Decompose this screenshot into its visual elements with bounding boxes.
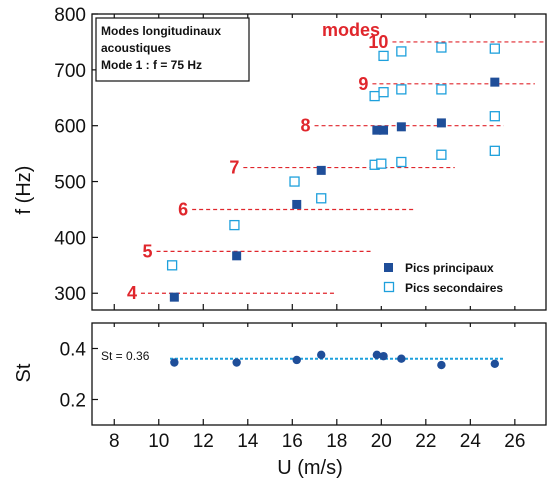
primary-peak-point	[490, 77, 500, 87]
x-tick-label: 24	[460, 431, 482, 452]
x-tick-label: 8	[109, 431, 120, 452]
top-y-tick-label: 600	[54, 117, 86, 138]
mode-label: 7	[229, 158, 239, 178]
annotation-line-1: Modes longitudinaux	[101, 24, 221, 38]
primary-peak-point	[169, 292, 179, 302]
mode-label: 10	[368, 32, 388, 52]
x-axis-title: U (m/s)	[277, 457, 343, 479]
bottom-panel-points	[170, 350, 504, 370]
secondary-peak-point	[489, 43, 500, 54]
secondary-peak-point	[489, 111, 500, 122]
mode-label: 9	[358, 74, 368, 94]
secondary-peak-point	[289, 176, 300, 187]
bottom-panel-frame	[91, 322, 547, 426]
st-point	[292, 355, 301, 365]
secondary-peak-point	[396, 156, 407, 168]
secondary-peak-point	[378, 87, 389, 98]
secondary-peak-point	[489, 145, 500, 156]
x-tick-label: 16	[282, 431, 303, 452]
legend: Pics principaux Pics secondaires	[376, 256, 545, 306]
st-point	[372, 350, 382, 360]
top-y-tick-label: 300	[54, 284, 86, 305]
legend-label-primary: Pics principaux	[405, 261, 494, 275]
primary-peak-point	[436, 118, 446, 128]
top-panel-frame	[91, 13, 547, 311]
legend-label-secondary: Pics secondaires	[405, 281, 503, 295]
legend-marker-primary	[384, 263, 393, 272]
x-tick-label: 26	[504, 431, 525, 452]
secondary-peak-point	[316, 193, 327, 204]
legend-marker-secondary	[383, 281, 395, 293]
bottom-y-tick-label: 0.4	[60, 340, 87, 361]
annotation-frame	[95, 17, 250, 82]
x-tick-label: 10	[148, 431, 169, 452]
modes-title: modes	[322, 20, 380, 40]
annotation-box: Modes longitudinaux acoustiques Mode 1 :…	[95, 17, 250, 82]
primary-peak-point	[316, 165, 326, 175]
secondary-peak-point	[166, 260, 178, 271]
secondary-peak-point	[396, 84, 407, 95]
mode-label: 4	[127, 283, 137, 303]
st-point	[490, 359, 500, 368]
top-y-tick-label: 700	[54, 61, 86, 82]
top-panel-points	[166, 42, 500, 302]
legend-background	[376, 256, 545, 306]
primary-peak-point	[372, 125, 382, 135]
x-tick-label: 12	[193, 431, 214, 452]
st-point	[379, 351, 388, 361]
secondary-peak-point	[369, 90, 380, 102]
secondary-peak-point	[396, 46, 407, 57]
mode-label: 5	[143, 241, 153, 261]
st-reference-label: St = 0.36	[101, 349, 150, 363]
st-point	[437, 360, 446, 370]
bottom-y-axis-title: St	[13, 363, 35, 382]
st-point	[170, 358, 179, 367]
mode-label: 6	[178, 199, 188, 219]
bottom-panel-ticks: 0.2 0.4 8 10 12 14 16 18 20 22 24 26	[60, 323, 525, 452]
st-point	[397, 354, 406, 363]
secondary-peak-point	[229, 219, 240, 231]
top-panel-ticks: 300 400 500 600 700 800	[54, 5, 516, 310]
primary-peak-point	[396, 122, 406, 132]
st-point	[317, 350, 326, 360]
st-point	[232, 358, 241, 367]
secondary-peak-point	[436, 149, 447, 160]
primary-peak-point	[232, 251, 242, 261]
top-y-tick-label: 400	[54, 228, 86, 249]
top-y-tick-label: 500	[54, 173, 86, 194]
x-tick-label: 20	[371, 431, 392, 452]
mode-lines: 4 5 6 7 8 9 10	[127, 32, 545, 303]
primary-peak-point	[292, 199, 302, 209]
secondary-peak-point	[378, 50, 389, 62]
primary-peak-point	[379, 125, 389, 135]
x-tick-label: 22	[415, 431, 436, 452]
bottom-y-tick-label: 0.2	[60, 391, 86, 412]
top-y-tick-label: 800	[54, 5, 86, 26]
secondary-peak-point	[436, 42, 447, 53]
mode-label: 8	[301, 116, 311, 136]
annotation-line-2: acoustiques	[101, 41, 171, 55]
x-tick-label: 14	[237, 431, 259, 452]
top-y-axis-title: f (Hz)	[13, 166, 35, 215]
annotation-line-3: Mode 1 : f = 75 Hz	[101, 58, 202, 72]
secondary-peak-point	[436, 84, 447, 95]
x-tick-label: 18	[326, 431, 347, 452]
secondary-peak-point	[376, 158, 387, 169]
